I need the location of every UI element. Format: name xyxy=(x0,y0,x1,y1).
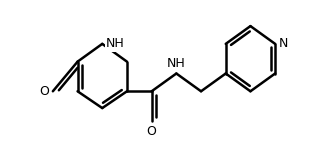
Text: N: N xyxy=(279,37,288,50)
Text: O: O xyxy=(39,85,49,98)
Text: NH: NH xyxy=(167,57,186,70)
Text: O: O xyxy=(147,125,156,138)
Text: NH: NH xyxy=(106,37,125,50)
